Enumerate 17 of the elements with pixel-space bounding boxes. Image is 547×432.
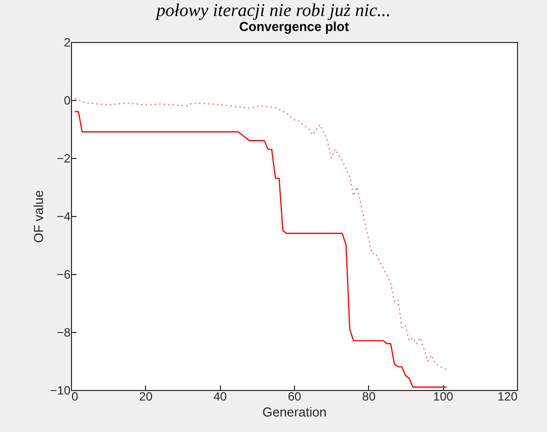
y-tick-label: 2 bbox=[64, 36, 71, 50]
y-tick-label: −2 bbox=[56, 152, 71, 166]
chart-title: Convergence plot bbox=[239, 19, 350, 34]
x-axis-title: Generation bbox=[262, 404, 327, 420]
y-tick-label: −6 bbox=[56, 268, 71, 282]
x-tick-label: 80 bbox=[362, 390, 376, 404]
y-axis-title: OF value bbox=[31, 190, 46, 243]
x-tick-label: 60 bbox=[288, 390, 302, 404]
y-tick-label: −8 bbox=[56, 326, 71, 340]
text: połowy iteracji nie robi już nic... bbox=[154, 0, 392, 20]
y-tick-label: −10 bbox=[50, 384, 71, 398]
x-tick-label: 20 bbox=[139, 390, 153, 404]
y-tick-label: 0 bbox=[64, 94, 71, 108]
x-tick-label: 120 bbox=[497, 390, 518, 404]
y-tick-label: −4 bbox=[56, 210, 71, 224]
x-tick-label: 100 bbox=[433, 390, 454, 404]
x-tick-label: 40 bbox=[213, 390, 228, 404]
